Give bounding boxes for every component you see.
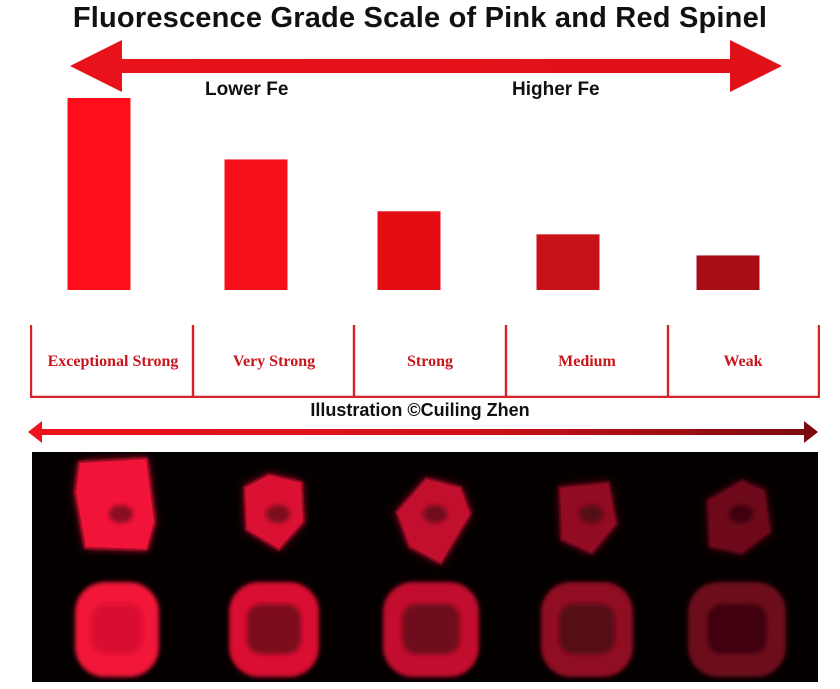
spinel-gems-photo [32,452,818,682]
bar-weak [696,255,760,290]
bar-exceptional-strong [67,98,131,290]
bar-medium [536,234,600,290]
fe-double-arrow-icon [70,40,782,92]
gradient-double-arrow-icon [28,421,818,443]
gem-inclusion [266,505,290,523]
higher-fe-label: Higher Fe [512,79,600,100]
grade-label-very-strong: Very Strong [232,352,316,370]
gem-inclusion [729,505,753,523]
cushion-gem-table [247,604,301,654]
gem-inclusion [423,505,447,523]
cushion-gem-table [402,604,460,654]
lower-fe-label: Lower Fe [205,79,289,100]
grade-label-exceptional-strong: Exceptional Strong [47,352,179,370]
grade-scale: Exceptional Strong Very Strong Strong Me… [30,325,820,398]
rough-gem [73,456,157,552]
grade-label-medium: Medium [558,352,616,370]
fluorescence-bar-chart [67,98,760,290]
gem-inclusion [109,505,133,523]
grade-scale-lines [30,325,820,398]
gem-inclusion [579,505,603,523]
bar-very-strong [224,159,288,290]
grade-label-weak: Weak [723,352,763,370]
cushion-gem-table [707,604,767,654]
gem-illustration [73,456,786,677]
bar-strong [377,211,441,290]
illustration-credit: Illustration ©Cuiling Zhen [310,400,530,420]
cushion-gem-table [559,604,615,654]
cushion-gem-table [91,604,143,654]
chart-title: Fluorescence Grade Scale of Pink and Red… [72,2,768,34]
grade-label-strong: Strong [407,352,453,370]
